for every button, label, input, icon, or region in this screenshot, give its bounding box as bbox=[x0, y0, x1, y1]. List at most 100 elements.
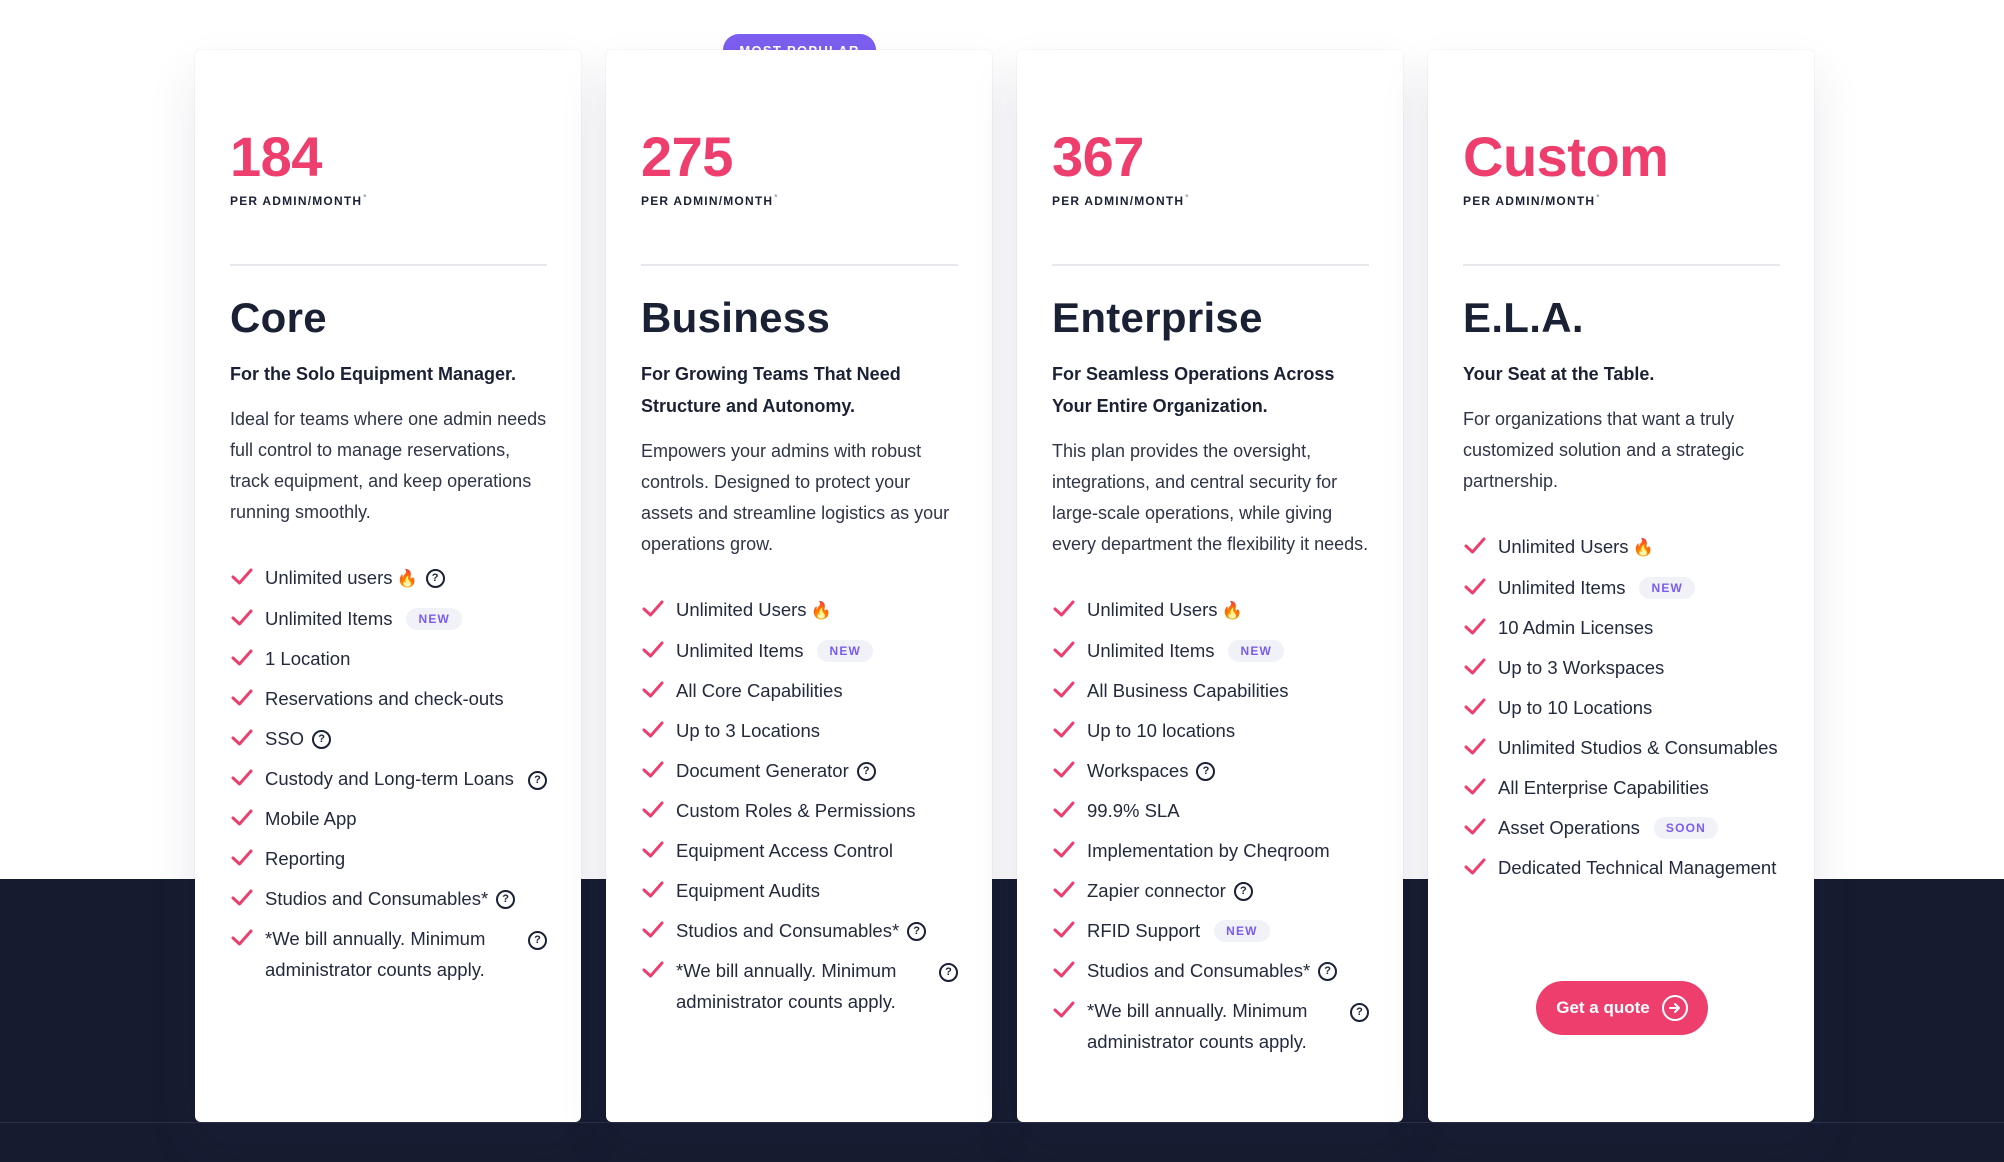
feature-item: SSO? bbox=[230, 723, 547, 754]
question-circle-icon[interactable]: ? bbox=[528, 771, 547, 790]
check-icon bbox=[230, 847, 254, 869]
question-circle-icon[interactable]: ? bbox=[856, 761, 876, 781]
check-icon bbox=[1463, 616, 1487, 638]
check-icon bbox=[1052, 719, 1076, 741]
pricing-card-core: 184 PER ADMIN/MONTH* Core For the Solo Equi… bbox=[195, 50, 581, 1122]
feature-text: Unlimited Items bbox=[1087, 640, 1215, 661]
feature-list: Unlimited users 🔥? Unlimited Items NEW 1 Loc… bbox=[230, 562, 547, 985]
pricing-card-ela: Custom PER ADMIN/MONTH* E.L.A. Your Seat at… bbox=[1428, 50, 1814, 1122]
check-icon bbox=[1052, 879, 1076, 901]
pricing-card-business: 275 PER ADMIN/MONTH* Business For Growing T… bbox=[606, 50, 992, 1122]
feature-item: Document Generator? bbox=[641, 755, 958, 786]
feature-item: Mobile App bbox=[230, 803, 547, 834]
feature-text: Unlimited Items bbox=[1498, 577, 1626, 598]
check-icon bbox=[641, 919, 665, 941]
get-quote-button[interactable]: Get a quote bbox=[1536, 981, 1708, 1035]
feature-text: Dedicated Technical Management bbox=[1498, 857, 1777, 878]
check-icon bbox=[1463, 535, 1487, 557]
plan-price: Custom bbox=[1463, 125, 1669, 188]
feature-text: All Business Capabilities bbox=[1087, 680, 1289, 701]
feature-text: Studios and Consumables* bbox=[676, 920, 900, 941]
feature-item: All Business Capabilities bbox=[1052, 675, 1369, 706]
feature-text: Zapier connector bbox=[1087, 880, 1226, 901]
price-period: PER ADMIN/MONTH* bbox=[230, 193, 547, 208]
feature-item: Up to 3 Locations bbox=[641, 715, 958, 746]
price-period: PER ADMIN/MONTH* bbox=[1052, 193, 1369, 208]
feature-item: Up to 3 Workspaces bbox=[1463, 652, 1780, 683]
feature-item: Custody and Long-term Loans? bbox=[230, 763, 547, 794]
new-badge: SOON bbox=[1653, 817, 1719, 840]
check-icon bbox=[641, 879, 665, 901]
check-icon bbox=[1463, 656, 1487, 678]
question-circle-icon[interactable]: ? bbox=[528, 931, 547, 950]
feature-text: Equipment Access Control bbox=[676, 840, 893, 861]
check-icon bbox=[1052, 759, 1076, 781]
feature-item: All Enterprise Capabilities bbox=[1463, 772, 1780, 803]
asterisk-mark: * bbox=[1596, 193, 1601, 202]
question-circle-icon[interactable]: ? bbox=[496, 889, 516, 909]
question-circle-icon[interactable]: ? bbox=[1196, 761, 1216, 781]
feature-text: Unlimited users bbox=[265, 567, 393, 588]
feature-text: Unlimited Studios & Consumables bbox=[1498, 737, 1778, 758]
feature-item: All Core Capabilities bbox=[641, 675, 958, 706]
question-circle-icon[interactable]: ? bbox=[939, 963, 958, 982]
feature-item: Unlimited Studios & Consumables bbox=[1463, 732, 1780, 763]
feature-text: All Enterprise Capabilities bbox=[1498, 777, 1709, 798]
feature-text: Unlimited Users bbox=[676, 599, 807, 620]
check-icon bbox=[230, 887, 254, 909]
question-circle-icon[interactable]: ? bbox=[1350, 1003, 1369, 1022]
feature-item: Zapier connector? bbox=[1052, 875, 1369, 906]
feature-item: Studios and Consumables*? bbox=[641, 915, 958, 946]
feature-text: Unlimited Users bbox=[1498, 536, 1629, 557]
price-period-label: PER ADMIN/MONTH bbox=[230, 194, 363, 208]
fire-icon: 🔥 bbox=[810, 601, 832, 620]
feature-text: Unlimited Users bbox=[1087, 599, 1218, 620]
check-icon bbox=[641, 679, 665, 701]
feature-text: Reservations and check-outs bbox=[265, 688, 504, 709]
divider bbox=[1052, 264, 1369, 266]
feature-item: Implementation by Cheqroom bbox=[1052, 835, 1369, 866]
check-icon bbox=[230, 647, 254, 669]
divider bbox=[641, 264, 958, 266]
feature-text: 10 Admin Licenses bbox=[1498, 617, 1654, 638]
question-circle-icon[interactable]: ? bbox=[1318, 961, 1338, 981]
feature-text: *We bill annually. Minimum administrator… bbox=[676, 960, 897, 1012]
check-icon bbox=[1052, 999, 1076, 1021]
feature-item: Up to 10 locations bbox=[1052, 715, 1369, 746]
feature-item: Studios and Consumables*? bbox=[1052, 955, 1369, 986]
feature-list: Unlimited Users 🔥 Unlimited Items NEW 10 Adm… bbox=[1463, 531, 1780, 883]
feature-text: 99.9% SLA bbox=[1087, 800, 1180, 821]
plan-tagline: For the Solo Equipment Manager. bbox=[230, 364, 517, 384]
question-circle-icon[interactable]: ? bbox=[312, 729, 332, 749]
check-icon bbox=[641, 839, 665, 861]
question-circle-icon[interactable]: ? bbox=[425, 568, 445, 588]
divider bbox=[1463, 264, 1780, 266]
question-circle-icon[interactable]: ? bbox=[1233, 881, 1253, 901]
new-badge: NEW bbox=[817, 640, 874, 663]
fire-icon: 🔥 bbox=[1221, 601, 1243, 620]
feature-text: SSO bbox=[265, 728, 305, 749]
check-icon bbox=[230, 687, 254, 709]
check-icon bbox=[1052, 799, 1076, 821]
plan-price: 275 bbox=[641, 125, 733, 188]
price-period-label: PER ADMIN/MONTH bbox=[641, 194, 774, 208]
check-icon bbox=[641, 719, 665, 741]
feature-text: RFID Support bbox=[1087, 920, 1201, 941]
footer-divider bbox=[0, 1122, 2004, 1123]
asterisk-mark: * bbox=[363, 193, 368, 202]
feature-text: Document Generator bbox=[676, 760, 849, 781]
feature-text: *We bill annually. Minimum administrator… bbox=[265, 928, 486, 980]
feature-text: Unlimited Items bbox=[265, 608, 393, 629]
feature-text: Custody and Long-term Loans bbox=[265, 768, 514, 789]
plan-name: Business bbox=[641, 294, 831, 341]
price-period: PER ADMIN/MONTH* bbox=[1463, 193, 1780, 208]
check-icon bbox=[1463, 736, 1487, 758]
check-icon bbox=[1052, 679, 1076, 701]
feature-item: Custom Roles & Permissions bbox=[641, 795, 958, 826]
price-period-label: PER ADMIN/MONTH bbox=[1052, 194, 1185, 208]
feature-item: Unlimited Items NEW bbox=[1463, 572, 1780, 603]
feature-item: *We bill annually. Minimum administrator… bbox=[641, 955, 958, 1017]
check-icon bbox=[1463, 816, 1487, 838]
question-circle-icon[interactable]: ? bbox=[907, 921, 927, 941]
feature-list: Unlimited Users 🔥 Unlimited Items NEW All Co… bbox=[641, 594, 958, 1017]
